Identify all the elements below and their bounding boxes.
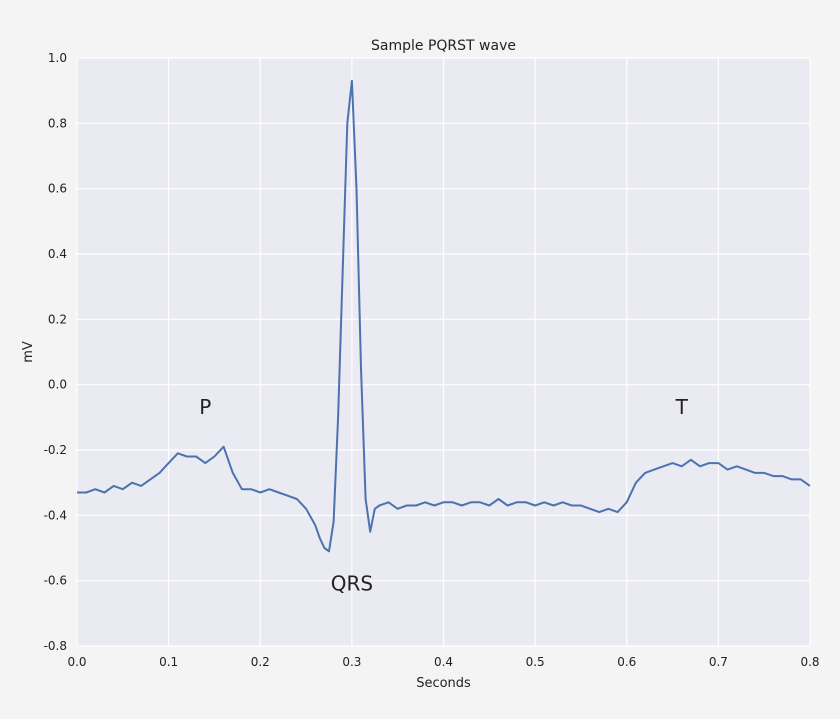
chart-title: Sample PQRST wave bbox=[371, 38, 516, 54]
y-tick-label: 0.6 bbox=[48, 182, 67, 196]
wave-annotation-p: P bbox=[199, 395, 211, 419]
y-tick-label: -0.8 bbox=[44, 639, 67, 653]
x-tick-label: 0.6 bbox=[617, 655, 636, 669]
x-tick-label: 0.5 bbox=[526, 655, 545, 669]
x-tick-label: 0.0 bbox=[67, 655, 86, 669]
wave-annotation-t: T bbox=[675, 395, 689, 419]
y-tick-label: 0.4 bbox=[48, 247, 67, 261]
x-axis-label: Seconds bbox=[416, 676, 471, 691]
x-tick-label: 0.2 bbox=[251, 655, 270, 669]
y-tick-label: 1.0 bbox=[48, 51, 67, 65]
x-tick-label: 0.3 bbox=[342, 655, 361, 669]
y-tick-label: 0.2 bbox=[48, 312, 67, 326]
wave-annotation-qrs: QRS bbox=[331, 571, 373, 595]
tick-labels: 0.0 0.1 0.2 0.3 0.4 0.5 0.6 0.7 0.8 1.0 0.8 0.6 0.4 0… bbox=[44, 51, 820, 669]
x-tick-label: 0.8 bbox=[800, 655, 819, 669]
wave-annotations: P QRS T bbox=[199, 395, 688, 595]
grid-lines bbox=[76, 57, 811, 647]
x-tick-label: 0.7 bbox=[709, 655, 728, 669]
y-tick-label: -0.4 bbox=[44, 508, 67, 522]
y-tick-label: 0.0 bbox=[48, 378, 67, 392]
x-tick-label: 0.4 bbox=[434, 655, 453, 669]
ecg-series-line bbox=[77, 79, 811, 553]
x-tick-label: 0.1 bbox=[159, 655, 178, 669]
y-tick-label: -0.6 bbox=[44, 574, 67, 588]
y-tick-label: -0.2 bbox=[44, 443, 67, 457]
y-axis-label: mV bbox=[21, 341, 36, 363]
y-tick-label: 0.8 bbox=[48, 116, 67, 130]
